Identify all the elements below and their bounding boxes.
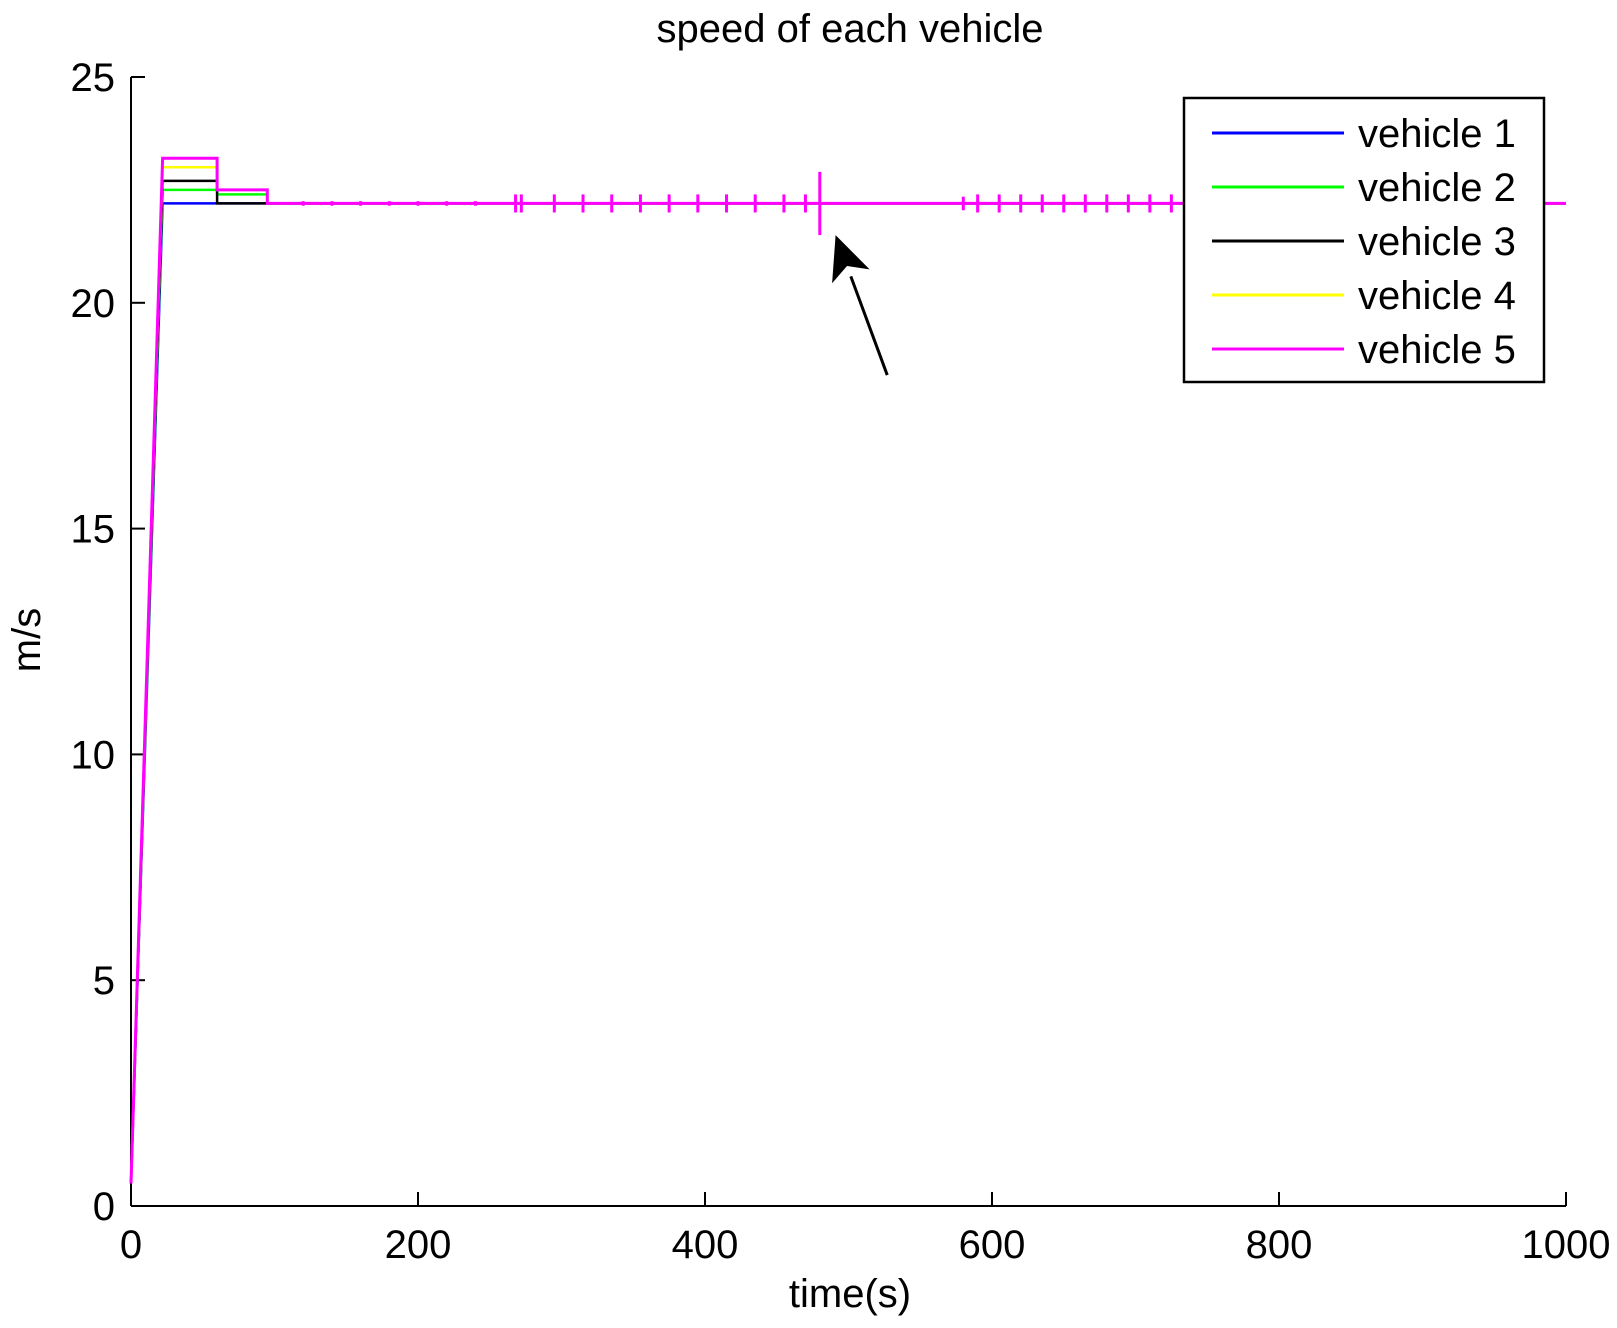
- legend-label: vehicle 4: [1358, 274, 1516, 318]
- y-tick-label: 5: [93, 959, 115, 1003]
- y-tick-label: 10: [71, 733, 116, 777]
- legend-entry: vehicle 5: [1212, 328, 1516, 372]
- plot-area: 0 200 400 600 800 1000 0 5 10 15 20 25: [71, 56, 1611, 1267]
- x-tick-label: 200: [385, 1223, 452, 1267]
- legend-label: vehicle 5: [1358, 328, 1516, 372]
- legend-label: vehicle 2: [1358, 166, 1516, 210]
- x-tick-label: 1000: [1522, 1223, 1611, 1267]
- x-axis-label: time(s): [789, 1272, 911, 1316]
- annotation-arrow-shaft: [849, 275, 889, 376]
- legend: vehicle 1 vehicle 2 vehicle 3 vehicle 4 vehi…: [1182, 96, 1546, 384]
- y-tick-label: 15: [71, 508, 116, 552]
- legend-label: vehicle 1: [1358, 112, 1516, 156]
- series-line-5: [129, 156, 1566, 1184]
- legend-entry: vehicle 2: [1212, 166, 1516, 210]
- legend-entry: vehicle 4: [1212, 274, 1516, 318]
- y-tick-label: 20: [71, 282, 116, 326]
- x-tick-label: 0: [120, 1223, 142, 1267]
- x-tick-label: 600: [959, 1223, 1026, 1267]
- y-tick-label: 25: [71, 56, 116, 100]
- legend-entry: vehicle 1: [1212, 112, 1516, 156]
- legend-entry: vehicle 3: [1212, 220, 1516, 264]
- y-tick-label: 0: [93, 1185, 115, 1229]
- chart-title: speed of each vehicle: [657, 7, 1044, 51]
- x-tick-label: 400: [672, 1223, 739, 1267]
- x-tick-label: 800: [1246, 1223, 1313, 1267]
- y-axis-label: m/s: [5, 608, 49, 672]
- annotation-arrow-head: [832, 235, 870, 284]
- legend-label: vehicle 3: [1358, 220, 1516, 264]
